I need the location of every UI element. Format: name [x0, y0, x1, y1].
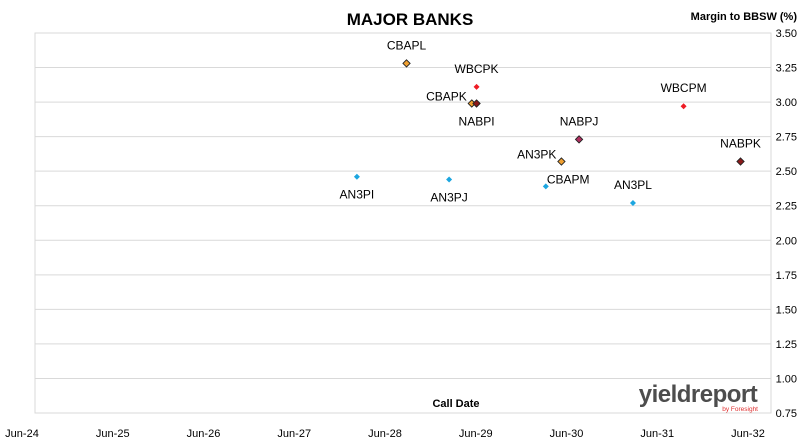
x-tick-label: Jun-31: [640, 428, 674, 440]
data-point-an3pi: [353, 173, 360, 180]
y-tick-label: 2.50: [776, 166, 797, 178]
data-point-nabpk: [736, 157, 745, 166]
y-tick-label: 1.00: [776, 373, 797, 385]
logo-text: yieldreport: [639, 381, 758, 408]
x-tick-label: Jun-29: [459, 428, 493, 440]
x-tick-label: Jun-32: [731, 428, 765, 440]
data-point-nabpj: [574, 135, 584, 144]
point-label-an3pj: AN3PJ: [430, 190, 467, 204]
y-tick-label: 1.75: [776, 270, 797, 282]
data-point-cbapm: [542, 183, 549, 190]
point-label-cbapl: CBAPL: [387, 38, 427, 52]
data-point-an3pj: [446, 176, 453, 183]
chart-title: MAJOR BANKS: [347, 10, 474, 29]
y-tick-label: 1.50: [776, 304, 797, 316]
x-tick-label: Jun-27: [277, 428, 311, 440]
x-tick-label: Jun-26: [187, 428, 221, 440]
y-tick-label: 2.75: [776, 132, 797, 144]
data-point-cbapl: [402, 59, 411, 68]
x-axis: Jun-24 Jun-25 Jun-26 Jun-27 Jun-28 Jun-29 Jun-…: [5, 428, 765, 440]
point-label-an3pk: AN3PK: [517, 148, 556, 162]
x-tick-label: Jun-28: [368, 428, 402, 440]
point-label-cbapk: CBAPK: [426, 89, 467, 103]
data-points: [353, 59, 745, 206]
y-axis: 3.50 3.25 3.00 2.75 2.50 2.25 2.00 1.75 1.50 1.25…: [776, 28, 797, 420]
y-tick-label: 0.75: [776, 408, 797, 420]
y-tick-label: 2.25: [776, 201, 797, 213]
y-tick-label: 2.00: [776, 235, 797, 247]
plot-area: [34, 32, 772, 414]
data-point-nabpi: [472, 99, 481, 108]
data-point-wbcpk: [473, 83, 480, 90]
point-label-cbapm: CBAPM: [547, 172, 590, 186]
point-label-an3pl: AN3PL: [614, 178, 652, 192]
point-label-wbcpk: WBCPK: [455, 62, 499, 76]
x-tick-label: Jun-24: [5, 428, 39, 440]
y-tick-label: 3.00: [776, 97, 797, 109]
x-tick-label: Jun-30: [550, 428, 584, 440]
point-label-nabpj: NABPJ: [560, 114, 599, 128]
data-point-an3pk: [557, 157, 566, 166]
point-label-wbcpm: WBCPM: [661, 81, 707, 95]
data-point-an3pl: [629, 199, 636, 206]
point-label-nabpi: NABPI: [459, 114, 495, 128]
point-labels: CBAPL WBCPK CBAPK NABPI AN3PI AN3PJ NABPJ AN3PK…: [340, 38, 761, 204]
y-tick-label: 1.25: [776, 339, 797, 351]
y-tick-label: 3.25: [776, 63, 797, 75]
x-axis-title: Call Date: [432, 398, 479, 410]
y-tick-label: 3.50: [776, 28, 797, 40]
yieldreport-logo: yieldreport by Foresight: [639, 381, 759, 413]
point-label-nabpk: NABPK: [720, 137, 761, 151]
point-label-an3pi: AN3PI: [340, 188, 375, 202]
logo-subtext: by Foresight: [722, 406, 758, 413]
data-point-wbcpm: [680, 103, 687, 110]
y-axis-title: Margin to BBSW (%): [691, 11, 798, 23]
plot-border: [34, 32, 772, 414]
x-tick-label: Jun-25: [96, 428, 130, 440]
